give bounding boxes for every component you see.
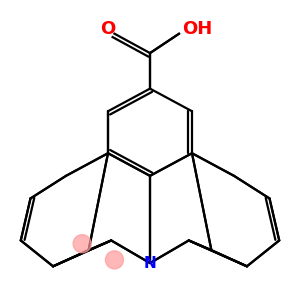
- Circle shape: [73, 235, 91, 253]
- Circle shape: [105, 251, 124, 269]
- Text: N: N: [144, 256, 156, 271]
- Text: O: O: [100, 20, 116, 38]
- Text: OH: OH: [182, 20, 212, 38]
